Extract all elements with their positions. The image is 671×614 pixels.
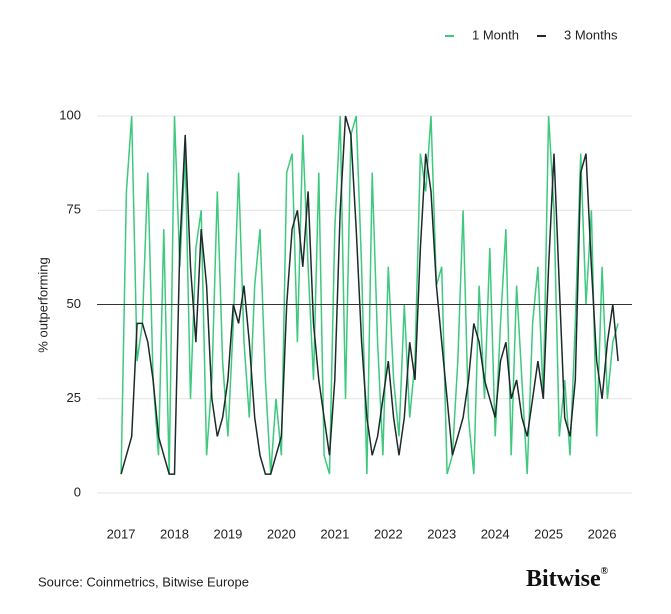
x-tick-label: 2021: [320, 526, 349, 541]
y-tick-label: 75: [67, 202, 81, 217]
legend-label: 1 Month: [472, 27, 519, 42]
source-note: Source: Coinmetrics, Bitwise Europe: [38, 574, 249, 589]
x-tick-label: 2022: [374, 526, 403, 541]
data-line: [120, 115, 619, 475]
legend-label: 3 Months: [564, 27, 618, 42]
y-tick-label: 50: [67, 296, 81, 311]
brand-name: Bitwise: [526, 566, 601, 592]
x-tick-label: 2019: [213, 526, 242, 541]
y-axis-label: % outperforming: [35, 257, 50, 352]
x-tick-label: 2018: [160, 526, 189, 541]
y-tick-label: 0: [74, 484, 81, 499]
x-tick-label: 2023: [427, 526, 456, 541]
x-tick-label: 2017: [107, 526, 136, 541]
x-tick-label: 2020: [267, 526, 296, 541]
x-tick-label: 2024: [481, 526, 510, 541]
brand-logo: Bitwise®: [526, 566, 609, 592]
data-line: [120, 115, 619, 475]
y-tick-label: 25: [67, 390, 81, 405]
x-tick-label: 2025: [534, 526, 563, 541]
brand-mark: ®: [601, 566, 609, 577]
x-tick-label: 2026: [588, 526, 617, 541]
y-tick-label: 100: [59, 107, 81, 122]
